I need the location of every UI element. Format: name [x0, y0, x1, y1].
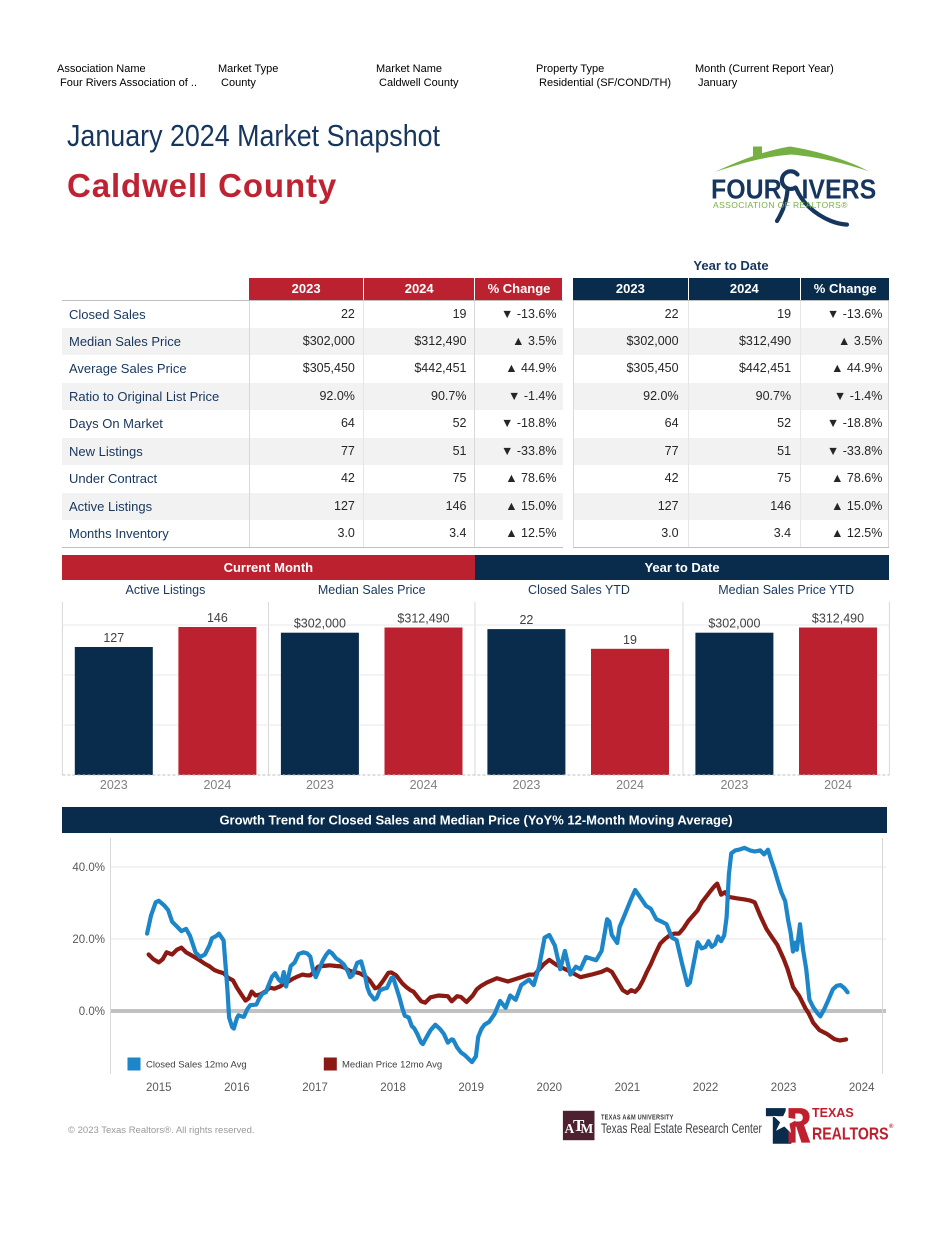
- svg-text:®: ®: [889, 1123, 894, 1130]
- svg-text:TEXAS A&M UNIVERSITY: TEXAS A&M UNIVERSITY: [601, 1114, 674, 1122]
- svg-text:2024: 2024: [410, 778, 438, 792]
- svg-text:2023: 2023: [306, 778, 334, 792]
- svg-text:$312,490: $312,490: [397, 612, 449, 626]
- svg-text:Active Listings: Active Listings: [125, 583, 205, 597]
- svg-text:2023: 2023: [512, 778, 540, 792]
- svg-text:M: M: [581, 1121, 594, 1136]
- svg-text:2024: 2024: [616, 778, 644, 792]
- svg-text:19: 19: [623, 633, 637, 647]
- svg-text:2024: 2024: [824, 778, 852, 792]
- svg-text:IVERS: IVERS: [802, 173, 877, 205]
- svg-text:127: 127: [103, 631, 124, 645]
- svg-text:2024: 2024: [203, 778, 231, 792]
- svg-text:TEXAS: TEXAS: [812, 1106, 854, 1120]
- svg-text:0.0%: 0.0%: [79, 1006, 105, 1018]
- svg-text:2023: 2023: [771, 1082, 797, 1094]
- svg-text:Closed Sales 12mo Avg: Closed Sales 12mo Avg: [146, 1060, 247, 1071]
- svg-text:2017: 2017: [302, 1082, 328, 1094]
- svg-text:$302,000: $302,000: [708, 617, 760, 631]
- svg-text:2020: 2020: [537, 1082, 563, 1094]
- svg-text:Median Price 12mo Avg: Median Price 12mo Avg: [342, 1060, 442, 1071]
- svg-text:REALTORS: REALTORS: [812, 1125, 889, 1144]
- svg-text:2021: 2021: [615, 1082, 641, 1094]
- svg-text:2016: 2016: [224, 1082, 250, 1094]
- svg-text:ASSOCIATION OF REALTORS®: ASSOCIATION OF REALTORS®: [713, 200, 848, 210]
- svg-text:$312,490: $312,490: [812, 612, 864, 626]
- svg-text:Median Sales Price: Median Sales Price: [318, 583, 426, 597]
- svg-text:2019: 2019: [458, 1082, 484, 1094]
- svg-text:FOUR: FOUR: [711, 173, 782, 205]
- svg-text:Closed Sales YTD: Closed Sales YTD: [528, 583, 630, 597]
- svg-text:22: 22: [519, 613, 533, 627]
- svg-text:2023: 2023: [720, 778, 748, 792]
- svg-text:T: T: [573, 1116, 585, 1135]
- svg-text:40.0%: 40.0%: [72, 862, 105, 874]
- svg-text:146: 146: [207, 611, 228, 625]
- svg-text:$302,000: $302,000: [294, 617, 346, 631]
- svg-text:A: A: [565, 1121, 575, 1136]
- svg-text:Median Sales Price YTD: Median Sales Price YTD: [718, 583, 854, 597]
- svg-text:2024: 2024: [849, 1082, 875, 1094]
- svg-text:20.0%: 20.0%: [72, 934, 105, 946]
- svg-text:2015: 2015: [146, 1082, 172, 1094]
- svg-text:Texas Real Estate Research Cen: Texas Real Estate Research Center: [601, 1121, 762, 1137]
- svg-text:2022: 2022: [693, 1082, 719, 1094]
- svg-text:2018: 2018: [380, 1082, 406, 1094]
- svg-text:Growth Trend for Closed Sales: Growth Trend for Closed Sales and Median…: [219, 813, 732, 828]
- svg-text:2023: 2023: [100, 778, 128, 792]
